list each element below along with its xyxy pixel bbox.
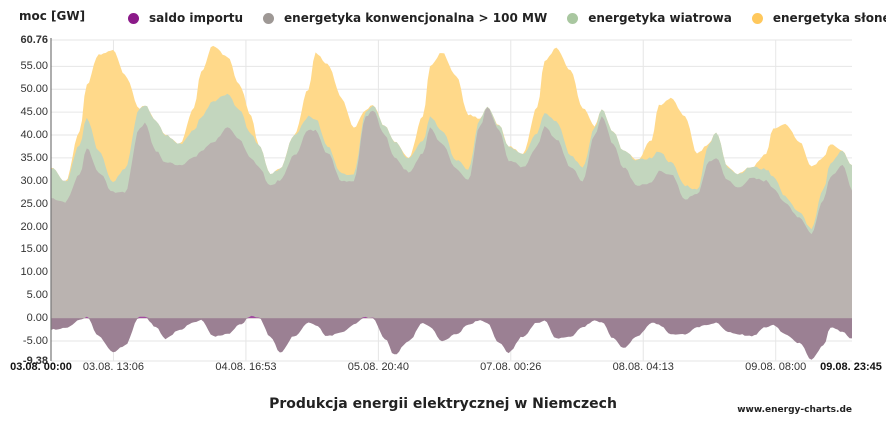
x-axis-ticks: 03.08. 00:00 03.08. 13:06 04.08. 16:53 05.0… bbox=[0, 361, 886, 377]
legend-dot-icon bbox=[128, 12, 139, 24]
x-tick-label: 03.08. 13:06 bbox=[82, 361, 145, 373]
legend-item-solar[interactable]: energetyka słoneczna bbox=[751, 11, 886, 25]
y-tick-label: -5.00 bbox=[22, 334, 48, 347]
y-tick-label: 55.00 bbox=[20, 60, 48, 73]
import-positive-area bbox=[51, 315, 852, 319]
x-tick-label: 03.08. 00:00 bbox=[10, 361, 72, 373]
legend-dot-icon bbox=[567, 12, 579, 24]
x-tick-label: 04.08. 16:53 bbox=[215, 361, 277, 373]
x-tick-label: 09.08. 08:00 bbox=[745, 361, 807, 373]
y-tick-label: 30.00 bbox=[20, 174, 48, 187]
legend-label: saldo importu bbox=[149, 11, 244, 25]
legend-item-import[interactable]: saldo importu bbox=[128, 11, 243, 25]
y-tick-label: 60.76 bbox=[20, 34, 48, 46]
legend-label: energetyka słoneczna bbox=[772, 11, 886, 25]
conventional-area bbox=[51, 107, 852, 319]
chart-title: Produkcja energii elektrycznej w Niemcze… bbox=[269, 396, 617, 412]
y-tick-label: 10.00 bbox=[20, 266, 48, 279]
legend-item-conventional[interactable]: energetyka konwencjonalna > 100 MW bbox=[263, 11, 547, 25]
y-axis-ticks: 60.76 55.00 50.00 45.00 40.00 35.00 30.00 25.00… bbox=[0, 0, 49, 428]
y-tick-label: 40.00 bbox=[20, 129, 48, 141]
y-tick-label: -9.38 bbox=[22, 355, 48, 367]
chart-legend: saldo importu energetyka konwencjonalna … bbox=[128, 11, 886, 25]
y-axis-title: moc [GW] bbox=[19, 9, 86, 23]
legend-dot-icon bbox=[751, 12, 763, 24]
y-tick-label: 35.00 bbox=[20, 151, 48, 164]
legend-item-wind[interactable]: energetyka wiatrowa bbox=[567, 11, 732, 25]
legend-label: energetyka wiatrowa bbox=[588, 11, 732, 25]
y-tick-label: 45.00 bbox=[20, 106, 48, 119]
legend-label: energetyka konwencjonalna > 100 MW bbox=[284, 11, 548, 25]
import-negative-area bbox=[51, 318, 852, 360]
y-tick-label: 5.00 bbox=[26, 289, 48, 302]
y-tick-label: 0.00 bbox=[26, 312, 48, 325]
source-link[interactable]: www.energy-charts.de bbox=[737, 405, 852, 415]
x-tick-label: 07.08. 00:26 bbox=[480, 361, 542, 373]
x-tick-label: 08.08. 04:13 bbox=[612, 361, 674, 373]
y-tick-label: 50.00 bbox=[20, 83, 48, 96]
y-tick-label: 15.00 bbox=[20, 243, 48, 256]
y-tick-label: 20.00 bbox=[20, 220, 48, 233]
legend-dot-icon bbox=[263, 12, 275, 24]
y-tick-label: 25.00 bbox=[20, 197, 48, 210]
x-tick-label: 05.08. 20:40 bbox=[347, 361, 409, 373]
x-tick-label: 09.08. 23:45 bbox=[820, 361, 882, 373]
